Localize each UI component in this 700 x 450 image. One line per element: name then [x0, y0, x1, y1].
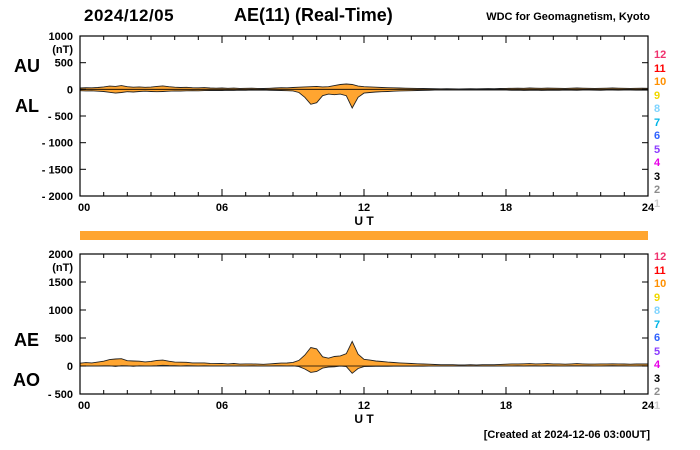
y-tick-label: - 500 [48, 111, 73, 123]
plot-box [79, 35, 649, 197]
station-number-12: 12 [654, 49, 667, 61]
series-label-ae: AE [14, 330, 40, 350]
series-label-al: AL [15, 96, 39, 116]
station-number-1: 1 [654, 197, 661, 210]
x-tick-label: 18 [500, 202, 512, 214]
chart-panel-ae-ao: 2000 1500 1000 500 0 - 500 (nT) 00 06 12 18 24 U T [48, 249, 655, 426]
x-axis-label: U T [354, 214, 374, 228]
y-tick-label: - 1000 [42, 138, 73, 150]
y-axis-unit: (nT) [52, 262, 73, 274]
station-number-6: 6 [654, 130, 661, 142]
x-tick-label: 06 [216, 202, 228, 214]
station-list-top: 12 11 10 9 8 7 6 5 4 3 2 1 [654, 49, 666, 211]
y-tick-label: 0 [67, 361, 73, 373]
credit-label: WDC for Geomagnetism, Kyoto [486, 11, 650, 23]
x-tick-label: 06 [216, 400, 228, 412]
y-tick-label: - 500 [48, 389, 73, 401]
plot-box [79, 253, 649, 395]
station-list-bottom: 12 11 10 9 8 7 6 5 4 3 2 1 [654, 251, 666, 413]
y-tick-label: 2000 [49, 249, 73, 261]
station-number-3: 3 [654, 170, 661, 183]
y-tick-label: - 1500 [42, 164, 73, 176]
series-line-ae [79, 340, 649, 366]
y-tick-label: 1500 [49, 277, 73, 289]
station-number-2: 2 [654, 184, 661, 196]
station-number-11: 11 [654, 264, 666, 277]
y-tick-label: - 2000 [42, 191, 73, 203]
station-number-5: 5 [654, 143, 661, 156]
station-number-12: 12 [654, 251, 667, 263]
station-number-10: 10 [654, 278, 667, 290]
station-number-8: 8 [654, 103, 661, 115]
station-number-6: 6 [654, 332, 661, 344]
y-tick-label: 1000 [49, 31, 73, 43]
series-line-ao [80, 364, 649, 374]
station-number-10: 10 [654, 76, 667, 88]
station-number-5: 5 [654, 345, 661, 358]
series-line-au [79, 83, 649, 90]
y-tick-label: 0 [67, 84, 73, 96]
date-label: 2024/12/05 [84, 6, 175, 25]
x-axis-label: U T [354, 412, 374, 426]
page-title: AE(11) (Real-Time) [234, 5, 393, 25]
station-number-8: 8 [654, 305, 661, 317]
station-number-11: 11 [654, 62, 666, 75]
y-tick-label: 1000 [49, 305, 73, 317]
station-number-7: 7 [654, 116, 661, 129]
x-tick-label: 18 [500, 400, 512, 412]
created-at-label: [Created at 2024-12-06 03:00UT] [483, 429, 650, 441]
availability-bar [80, 231, 648, 240]
x-tick-label: 24 [642, 400, 655, 412]
x-tick-label: 12 [358, 202, 370, 214]
chart-panel-au-al: 1000 500 0 - 500 - 1000 - 1500 - 2000 (nT) 00 06 1… [42, 31, 655, 228]
y-tick-label: 500 [55, 58, 73, 70]
station-number-1: 1 [654, 399, 661, 412]
station-number-9: 9 [654, 89, 661, 102]
x-tick-label: 24 [642, 202, 655, 214]
station-number-2: 2 [654, 386, 661, 398]
series-label-au: AU [14, 56, 40, 76]
station-number-9: 9 [654, 291, 661, 304]
x-tick-label: 00 [78, 400, 90, 412]
station-number-7: 7 [654, 318, 661, 331]
data-area-ae-ao [80, 341, 648, 374]
data-area-au-al [80, 84, 648, 108]
series-label-ao: AO [13, 370, 40, 390]
x-tick-label: 12 [358, 400, 370, 412]
station-number-4: 4 [654, 157, 661, 169]
series-line-al [79, 89, 649, 109]
y-axis-unit: (nT) [52, 44, 73, 56]
x-tick-label: 00 [78, 202, 90, 214]
station-number-4: 4 [654, 359, 661, 371]
station-number-3: 3 [654, 372, 661, 385]
y-tick-label: 500 [55, 333, 73, 345]
